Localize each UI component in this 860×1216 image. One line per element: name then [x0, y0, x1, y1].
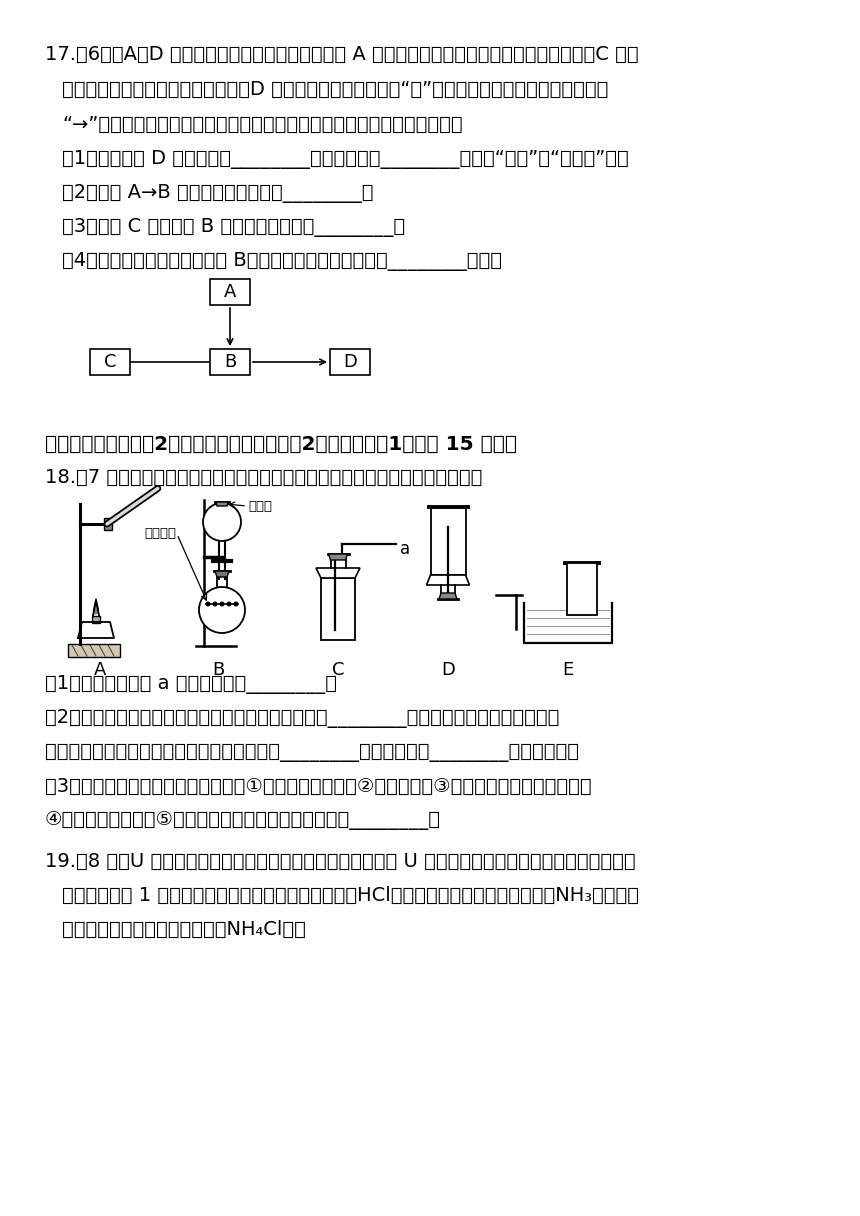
- Bar: [431, 507, 465, 575]
- Text: （3）制取二氧化碳的步骤一般如下：①检查装置气密性；②组装装置；③向长颈漏斗中注入稀盐酸；: （3）制取二氧化碳的步骤一般如下：①检查装置气密性；②组装装置；③向长颈漏斗中注…: [45, 777, 592, 796]
- Circle shape: [199, 587, 245, 634]
- Text: B: B: [224, 353, 236, 371]
- Polygon shape: [439, 593, 457, 599]
- Text: 18.（7 分）如图是实验室制取气体常用的装置图，请结合下列装置图回答问题：: 18.（7 分）如图是实验室制取气体常用的装置图，请结合下列装置图回答问题：: [45, 468, 482, 486]
- Text: a: a: [400, 540, 410, 558]
- Circle shape: [213, 602, 217, 606]
- Text: （2）写出 A→B 反应的符号表达式：________。: （2）写出 A→B 反应的符号表达式：________。: [62, 184, 373, 203]
- Text: （1）装置图中标号 a 的仪器名称为________。: （1）装置图中标号 a 的仪器名称为________。: [45, 675, 337, 694]
- Polygon shape: [216, 502, 228, 506]
- Circle shape: [206, 602, 210, 606]
- Circle shape: [203, 503, 241, 541]
- Bar: [321, 578, 355, 640]
- Text: （3）写出 C 在足量的 B 中燃烧时的现象：________。: （3）写出 C 在足量的 B 中燃烧时的现象：________。: [62, 218, 405, 237]
- Text: A: A: [94, 662, 106, 679]
- Text: （2）实验室制取二氧化碳，发生反应的符号表达式为________。可以使用上述的发生装置是: （2）实验室制取二氧化碳，发生反应的符号表达式为________。可以使用上述的…: [45, 709, 559, 728]
- Text: D: D: [441, 662, 455, 679]
- Text: 壳中含量第二多的金属元素的单质，D 能使澄清石灰水变浑浦（“一”代表相连的两种物质能发生反应，: 壳中含量第二多的金属元素的单质，D 能使澄清石灰水变浑浦（“一”代表相连的两种物…: [62, 80, 608, 98]
- Text: “→”表示一种物质可以生成另一种物质，反应条件、部分生成物已略去）。: “→”表示一种物质可以生成另一种物质，反应条件、部分生成物已略去）。: [62, 116, 463, 134]
- Text: （4）采用分离液态空气法制取 B，利用的是空气中各成分的________不同。: （4）采用分离液态空气法制取 B，利用的是空气中各成分的________不同。: [62, 252, 502, 271]
- Text: E: E: [562, 662, 574, 679]
- Bar: [92, 617, 100, 623]
- Text: 五、实验探究题（兲2个小题。符号表达式每穲2分，其余每穲1分，共 15 分。）: 五、实验探究题（兲2个小题。符号表达式每穲2分，其余每穲1分，共 15 分。）: [45, 435, 517, 454]
- Text: A: A: [224, 283, 236, 302]
- Text: 多孔隔板: 多孔隔板: [144, 527, 176, 540]
- Bar: [210, 278, 250, 305]
- Bar: [90, 349, 130, 375]
- Text: （1）写出物质 D 的化学式：________，该物质属于________（选填“单质”或“氧化物”）。: （1）写出物质 D 的化学式：________，该物质属于________（选填…: [62, 150, 629, 169]
- Text: B: B: [212, 662, 224, 679]
- Text: C: C: [104, 353, 116, 371]
- Text: 气体反应生成白色固体氯化锨（NH₄Cl）。: 气体反应生成白色固体氯化锨（NH₄Cl）。: [62, 921, 306, 939]
- Polygon shape: [329, 554, 347, 561]
- Bar: [210, 349, 250, 375]
- Circle shape: [234, 602, 238, 606]
- Text: C: C: [332, 662, 344, 679]
- Text: 实验装置如图 1 所示。已知：浓盐酸会挥发出氯化氢（HCl）气体，浓氨水会挥发出氨气（NH₃），两种: 实验装置如图 1 所示。已知：浓盐酸会挥发出氯化氢（HCl）气体，浓氨水会挥发出…: [62, 886, 639, 905]
- Bar: [68, 644, 120, 657]
- Circle shape: [227, 602, 230, 606]
- Polygon shape: [215, 572, 229, 578]
- Polygon shape: [316, 568, 360, 578]
- Polygon shape: [427, 575, 470, 585]
- Text: 17.（6分）A～D 是初中化学常见的四种物质。已知 A 是一种无色液体，可用于实验室制取氧气，C 是地: 17.（6分）A～D 是初中化学常见的四种物质。已知 A 是一种无色液体，可用于…: [45, 45, 639, 64]
- Bar: [104, 518, 112, 530]
- Circle shape: [220, 602, 224, 606]
- Text: 19.（8 分）U 形管是化学实验中常用的一种仪器。某同学利用 U 形管对分子运动及影响因素进行了探究、: 19.（8 分）U 形管是化学实验中常用的一种仪器。某同学利用 U 形管对分子运…: [45, 852, 636, 871]
- Text: D: D: [343, 353, 357, 371]
- Text: ④加入小块大理石；⑤收集气体。五个步骤的正确顺序是________。: ④加入小块大理石；⑤收集气体。五个步骤的正确顺序是________。: [45, 811, 441, 831]
- Text: 止水夹: 止水夹: [248, 500, 272, 513]
- Bar: [330, 349, 370, 375]
- Text: （填字母），用该装置制取二氧化碳的优点是________。收集装置是________（填字母）。: （填字母），用该装置制取二氧化碳的优点是________。收集装置是______…: [45, 743, 579, 762]
- Bar: [567, 563, 597, 615]
